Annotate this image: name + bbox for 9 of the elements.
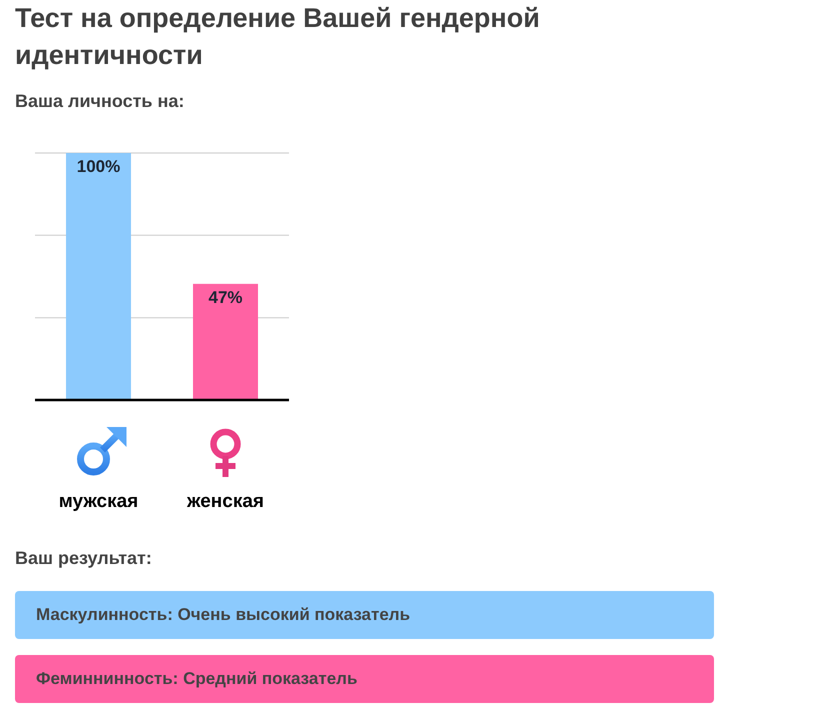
text: Маскулинность: Очень высокий показатель	[36, 605, 410, 625]
x-tick-label: женская	[186, 491, 264, 512]
chart-subtitle: Ваша личность на:	[15, 91, 184, 112]
text: Ваш результат:	[15, 548, 152, 569]
chart-title: Тест на определение Вашей гендерной идентичности	[15, 2, 541, 72]
text: Феминнинность: Средний показатель	[36, 669, 358, 689]
data-label: 47%	[208, 288, 243, 307]
x-tick-label: мужская	[58, 491, 138, 512]
data-label: 100%	[76, 157, 120, 176]
